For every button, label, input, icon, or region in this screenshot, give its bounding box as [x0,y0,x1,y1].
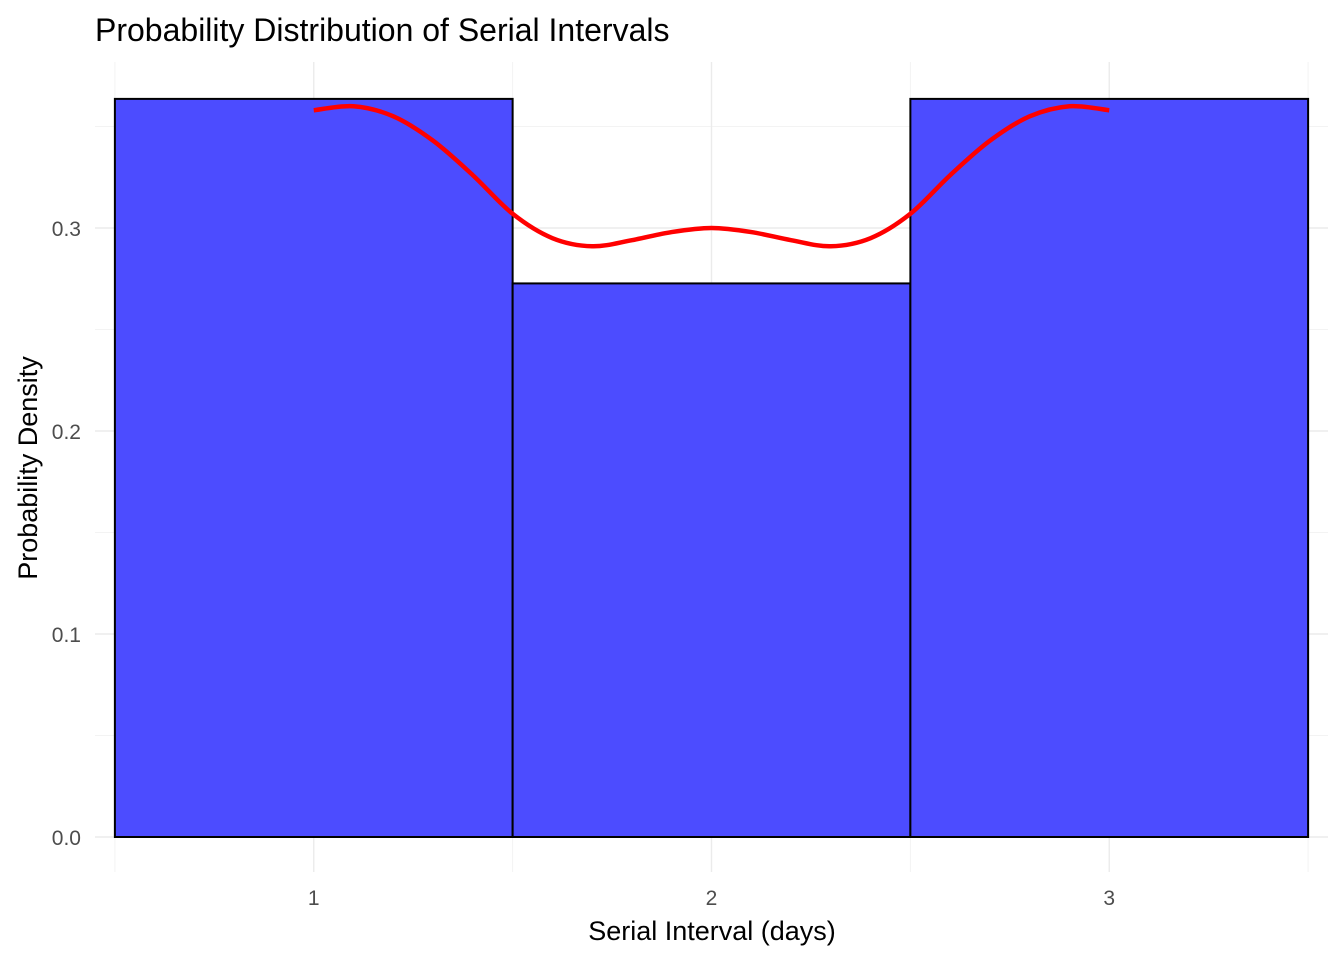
x-tick-label: 3 [1103,887,1115,910]
bars [113,97,1310,838]
tick-labels: 1 2 3 0.0 0.1 0.2 0.3 [52,218,1115,910]
histogram-bar [511,282,912,838]
histogram-bar [909,97,1310,838]
x-tick-label: 1 [308,887,320,910]
y-tick-label: 0.0 [52,827,81,850]
density-curve-layer [313,103,1110,249]
density-curve [313,103,1110,249]
y-tick-label: 0.3 [52,218,81,241]
x-axis-label: Serial Interval (days) [588,916,836,946]
y-tick-label: 0.2 [52,421,81,444]
histogram-bar [113,97,514,838]
y-axis-label: Probability Density [13,356,43,580]
y-tick-label: 0.1 [52,624,81,647]
x-tick-label: 2 [706,887,718,910]
chart-title: Probability Distribution of Serial Inter… [95,12,669,48]
